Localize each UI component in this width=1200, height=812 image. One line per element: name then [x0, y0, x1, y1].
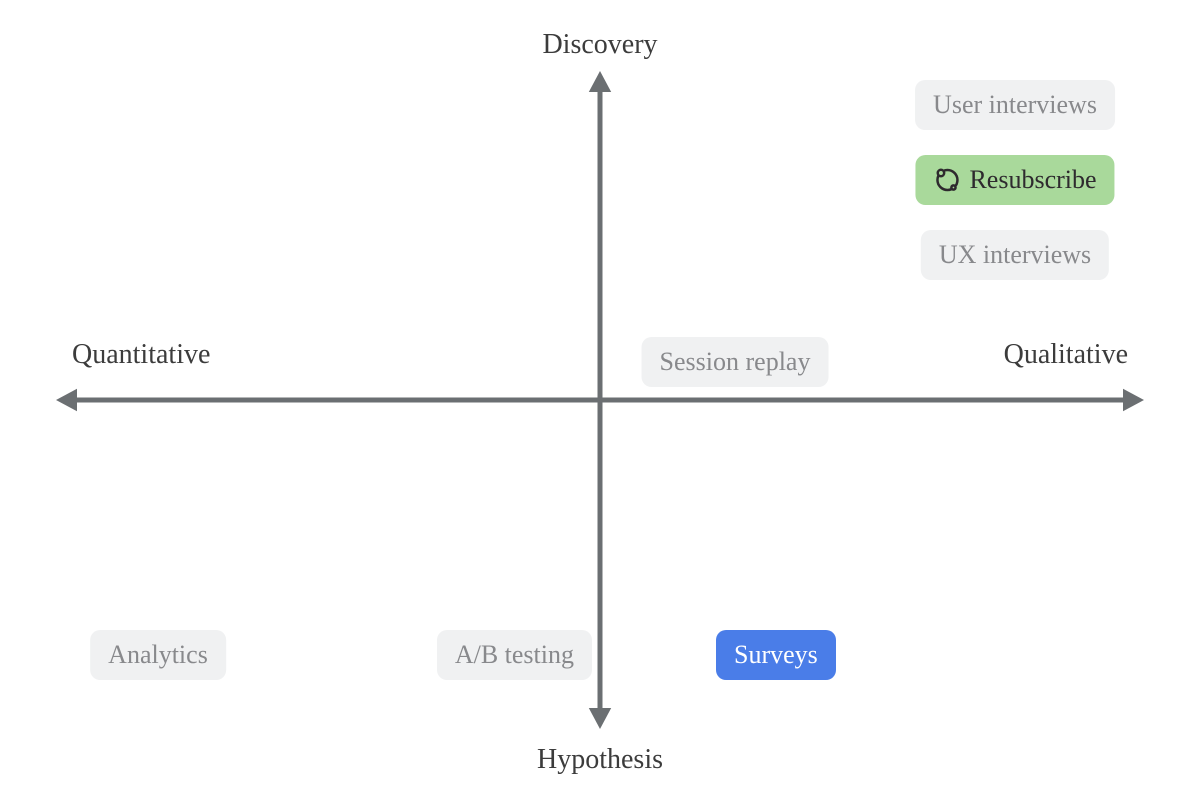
axis-label-bottom: Hypothesis: [537, 744, 663, 776]
pill-label: UX interviews: [939, 240, 1091, 270]
pill-ab-testing: A/B testing: [437, 630, 592, 680]
pill-label: Session replay: [660, 347, 811, 377]
pill-ux-interviews: UX interviews: [921, 230, 1109, 280]
pill-label: Analytics: [108, 640, 208, 670]
axis-label-left: Quantitative: [72, 339, 210, 371]
axis-label-top: Discovery: [542, 29, 657, 61]
orbit-icon: [933, 166, 961, 194]
pill-label: Resubscribe: [969, 165, 1096, 195]
pill-label: User interviews: [933, 90, 1097, 120]
pill-surveys: Surveys: [716, 630, 836, 680]
axis-label-right: Qualitative: [1004, 339, 1128, 371]
pill-analytics: Analytics: [90, 630, 226, 680]
pill-label: A/B testing: [455, 640, 574, 670]
pill-session-replay: Session replay: [642, 337, 829, 387]
pill-user-interviews: User interviews: [915, 80, 1115, 130]
pill-label: Surveys: [734, 640, 818, 670]
pill-resubscribe: Resubscribe: [915, 155, 1114, 205]
